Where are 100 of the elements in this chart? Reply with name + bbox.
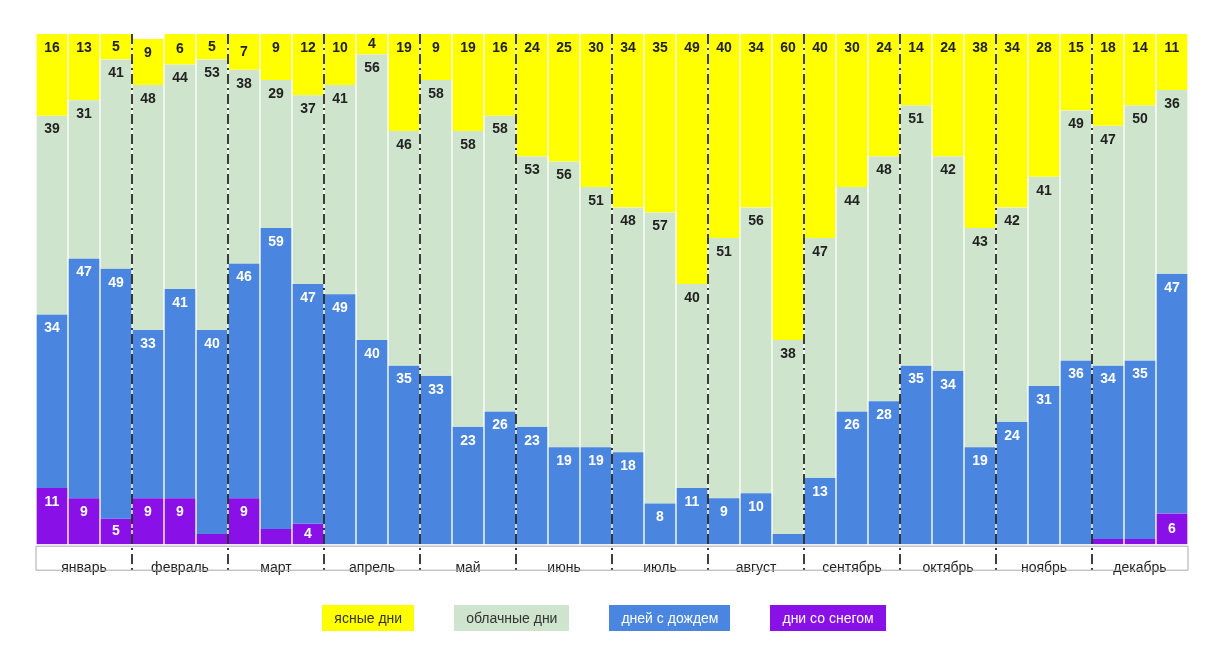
- data-label: 43: [972, 232, 988, 249]
- x-tick-label: сентябрь: [822, 559, 882, 576]
- data-label: 60: [780, 38, 796, 55]
- data-label: 40: [684, 288, 700, 305]
- data-label: 28: [876, 406, 892, 423]
- data-label: 9: [240, 503, 249, 520]
- data-label: 33: [428, 380, 444, 397]
- x-tick-label: ноябрь: [1020, 559, 1068, 576]
- data-label: 9: [720, 503, 729, 520]
- data-label: 35: [652, 38, 668, 55]
- data-label: 48: [876, 161, 892, 178]
- data-label: 49: [684, 38, 700, 55]
- data-label: 4: [304, 524, 313, 541]
- text: дней с дождем: [609, 605, 731, 631]
- data-label: 48: [140, 89, 156, 106]
- data-label: 19: [396, 38, 412, 55]
- data-label: 35: [1132, 365, 1148, 382]
- data-label: 47: [1100, 130, 1116, 147]
- data-label: 16: [44, 38, 60, 55]
- data-label: 5: [208, 37, 217, 54]
- x-tick-label: май: [455, 559, 481, 576]
- data-label: 41: [172, 293, 188, 310]
- data-label: 9: [80, 503, 89, 520]
- data-label: 6: [1168, 519, 1177, 536]
- data-label: 48: [620, 212, 636, 229]
- data-label: 18: [620, 457, 636, 474]
- data-label: 51: [588, 191, 604, 208]
- data-label: 38: [972, 38, 988, 55]
- data-label: 41: [108, 64, 124, 81]
- data-label: 58: [428, 84, 444, 101]
- data-label: 51: [716, 242, 732, 259]
- data-label: 49: [108, 273, 124, 290]
- data-label: 58: [460, 135, 476, 152]
- data-label: 47: [300, 288, 316, 305]
- data-label: 56: [364, 59, 380, 76]
- data-label: 40: [812, 38, 828, 55]
- data-label: 51: [908, 110, 924, 127]
- data-label: 46: [236, 268, 252, 285]
- data-label: 47: [812, 242, 828, 259]
- data-label: 15: [1068, 38, 1084, 55]
- data-label: 29: [268, 84, 284, 101]
- data-label: 30: [588, 38, 604, 55]
- data-label: 53: [524, 161, 540, 178]
- data-label: 30: [844, 38, 860, 55]
- data-label: 14: [908, 38, 924, 55]
- data-label: 37: [300, 100, 316, 117]
- data-label: 57: [652, 217, 668, 234]
- data-label: 16: [492, 38, 508, 55]
- data-label: 9: [432, 38, 441, 55]
- data-label: 7: [240, 42, 249, 59]
- data-label: 24: [524, 38, 540, 55]
- data-label: 11: [44, 492, 60, 509]
- data-label: 42: [940, 161, 956, 178]
- data-label: 5: [112, 522, 121, 539]
- data-label: 24: [1004, 426, 1020, 443]
- data-label: 19: [556, 452, 572, 469]
- data-label: 28: [1036, 38, 1052, 55]
- data-label: 9: [144, 503, 153, 520]
- data-label: 39: [44, 120, 60, 137]
- x-tick-label: февраль: [151, 559, 209, 576]
- data-label: 31: [1036, 390, 1052, 407]
- text: дни со снегом: [770, 605, 886, 631]
- data-label: 23: [460, 431, 476, 448]
- x-tick-label: апрель: [349, 559, 395, 576]
- data-label: 53: [204, 64, 220, 81]
- data-label: 26: [492, 416, 508, 433]
- data-label: 19: [588, 452, 604, 469]
- x-tick-label: август: [735, 559, 777, 576]
- x-tick-label: июнь: [547, 559, 581, 576]
- data-label: 56: [556, 166, 572, 183]
- data-label: 35: [396, 370, 412, 387]
- data-label: 41: [332, 89, 348, 106]
- data-label: 56: [748, 212, 764, 229]
- data-label: 34: [620, 38, 636, 55]
- data-label: 34: [1004, 38, 1020, 55]
- data-label: 41: [1036, 181, 1052, 198]
- x-tick-label: июль: [643, 559, 677, 576]
- data-label: 59: [268, 232, 284, 249]
- data-label: 9: [176, 503, 185, 520]
- data-label: 6: [176, 40, 185, 57]
- data-label: 19: [972, 452, 988, 469]
- data-label: 18: [1100, 38, 1116, 55]
- data-label: 13: [812, 482, 828, 499]
- data-label: 49: [1068, 115, 1084, 132]
- data-label: 49: [332, 299, 348, 316]
- data-label: 34: [940, 375, 956, 392]
- data-label: 19: [460, 38, 476, 55]
- data-label: 34: [748, 38, 764, 55]
- x-tick-label: январь: [61, 559, 107, 576]
- data-label: 34: [1100, 370, 1116, 387]
- data-label: 24: [876, 38, 892, 55]
- data-label: 47: [1164, 278, 1180, 295]
- data-label: 44: [844, 191, 860, 208]
- data-label: 4: [368, 35, 377, 52]
- data-label: 36: [1164, 94, 1180, 111]
- data-label: 8: [656, 508, 665, 525]
- data-label: 14: [1132, 38, 1148, 55]
- data-label: 25: [556, 38, 572, 55]
- data-label: 40: [716, 38, 732, 55]
- data-label: 34: [44, 319, 60, 336]
